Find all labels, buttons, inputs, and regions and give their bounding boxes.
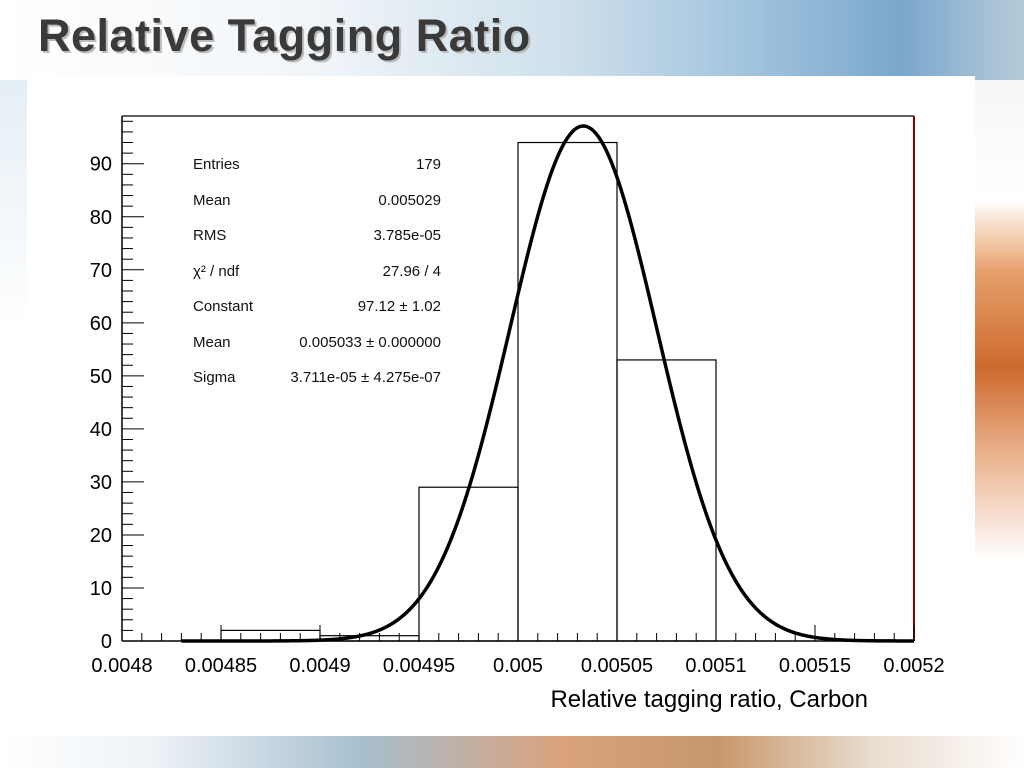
stats-value: 0.005033 ± 0.000000: [299, 333, 441, 351]
y-tick-label: 10: [90, 578, 112, 600]
x-tick-label: 0.0048: [91, 655, 152, 677]
stats-value: 97.12 ± 1.02: [357, 298, 441, 315]
fit-statistics-box: Entries 179 Mean 0.005029 RMS 3.785e-05 …: [193, 156, 441, 405]
slide-title: Relative Tagging Ratio: [38, 10, 531, 61]
stats-value: 0.005029: [378, 191, 441, 209]
stats-label: Constant: [193, 298, 254, 315]
stats-label: Entries: [193, 156, 240, 173]
stats-row-chi2-ndf: χ² / ndf 27.96 / 4: [193, 263, 441, 299]
histogram-bin: [517, 141, 618, 642]
background-right-band: [975, 80, 1024, 680]
background-top-band: [0, 0, 1024, 80]
background-left-band: [0, 80, 30, 330]
stats-row-sigma: Sigma 3.711e-05 ± 4.275e-07: [193, 369, 441, 405]
x-tick-label: 0.0052: [883, 655, 944, 677]
stats-row-rms: RMS 3.785e-05: [193, 227, 441, 263]
y-tick-label: 20: [90, 525, 112, 547]
x-axis-title: Relative tagging ratio, Carbon: [550, 686, 868, 713]
histogram-bin: [616, 359, 717, 642]
x-tick-label: 0.00515: [779, 655, 851, 677]
histogram-bin: [418, 486, 519, 642]
x-tick-label: 0.00495: [383, 655, 455, 677]
stats-label: RMS: [193, 227, 227, 244]
x-tick-label: 0.0051: [685, 655, 746, 677]
stats-row-mean: Mean 0.005029: [193, 192, 441, 228]
stats-label: Sigma: [193, 369, 236, 386]
histogram-chart: 0 10 20 30 40 50 60 70 80 90 0.0048 0.00485 0.0049 0.…: [90, 115, 945, 713]
background-bottom-band: [0, 736, 1024, 768]
stats-label: Mean: [193, 333, 231, 351]
y-tick-label: 0: [101, 631, 112, 653]
y-tick-label: 90: [90, 154, 112, 176]
x-tick-label: 0.00505: [581, 655, 653, 677]
plot-panel: 0 10 20 30 40 50 60 70 80 90 0.0048 0.00485 0.0049 0.…: [27, 76, 975, 734]
stats-value: 3.711e-05 ± 4.275e-07: [290, 369, 441, 386]
y-tick-label: 30: [90, 472, 112, 494]
stats-label: χ² / ndf: [193, 262, 240, 280]
stats-value: 3.785e-05: [373, 227, 441, 244]
gaussian-fit-curve: [181, 124, 914, 643]
x-tick-label: 0.0049: [289, 655, 350, 677]
stats-row-fit-mean: Mean 0.005033 ± 0.000000: [193, 334, 441, 370]
x-tick-label: 0.005: [493, 655, 543, 677]
stats-row-entries: Entries 179: [193, 156, 441, 192]
y-tick-label: 60: [90, 313, 112, 335]
stats-value: 27.96 / 4: [382, 262, 441, 280]
stats-row-constant: Constant 97.12 ± 1.02: [193, 298, 441, 334]
y-tick-label: 50: [90, 366, 112, 388]
y-tick-label: 40: [90, 419, 112, 441]
stats-value: 179: [415, 156, 441, 173]
stats-label: Mean: [193, 191, 231, 209]
x-tick-label: 0.00485: [185, 655, 257, 677]
y-tick-label: 70: [90, 260, 112, 282]
y-tick-label: 80: [90, 207, 112, 229]
